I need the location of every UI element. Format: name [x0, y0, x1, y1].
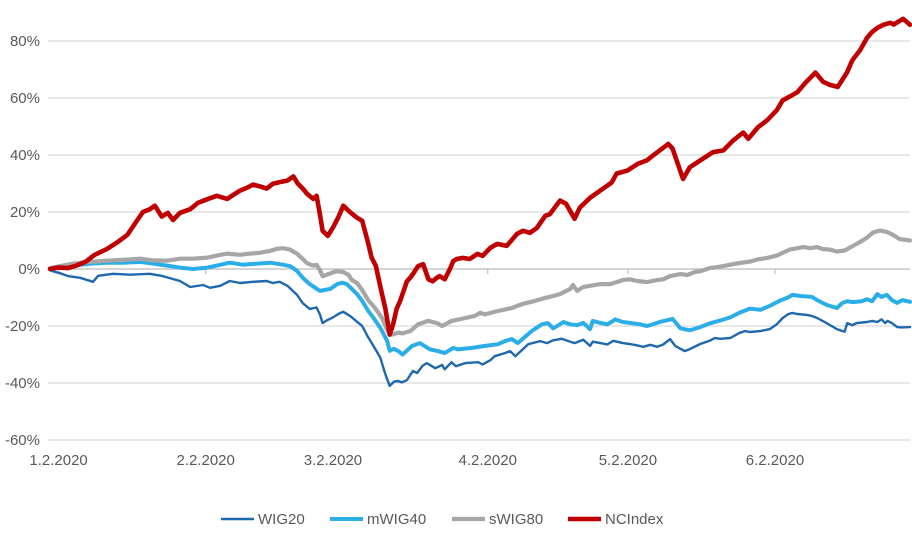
legend-label-mwig40: mWIG40 [367, 511, 426, 528]
y-axis-label: 0% [18, 261, 40, 278]
y-axis-label: 20% [10, 204, 40, 221]
legend-label-ncindex: NCIndex [605, 511, 664, 528]
x-axis-label: 5.2.2020 [599, 452, 657, 469]
series-wig20-line [48, 269, 912, 388]
legend-label-wig20: WIG20 [258, 511, 305, 528]
legend-item-wig20[interactable]: WIG20 [221, 511, 305, 528]
x-axis-label: 1.2.2020 [29, 452, 87, 469]
y-axis-label: 80% [10, 33, 40, 50]
x-axis-label: 6.2.2020 [746, 452, 804, 469]
series-ncindex-line [47, 16, 912, 337]
y-axis-label: 60% [10, 90, 40, 107]
x-axis-label: 3.2.2020 [304, 452, 362, 469]
legend-item-ncindex[interactable]: NCIndex [568, 511, 664, 528]
y-axis-label: 40% [10, 147, 40, 164]
x-axis-label: 4.2.2020 [459, 452, 517, 469]
series-swig80-line [47, 228, 912, 337]
y-axis-label: -20% [5, 318, 40, 335]
legend-item-mwig40[interactable]: mWIG40 [330, 511, 426, 528]
legend-label-swig80: sWIG80 [489, 511, 543, 528]
legend-item-swig80[interactable]: sWIG80 [452, 511, 543, 528]
y-axis-label: -40% [5, 375, 40, 392]
series-mwig40-line [48, 259, 912, 357]
x-axis-label: 2.2.2020 [176, 452, 234, 469]
y-axis-label: -60% [5, 432, 40, 449]
